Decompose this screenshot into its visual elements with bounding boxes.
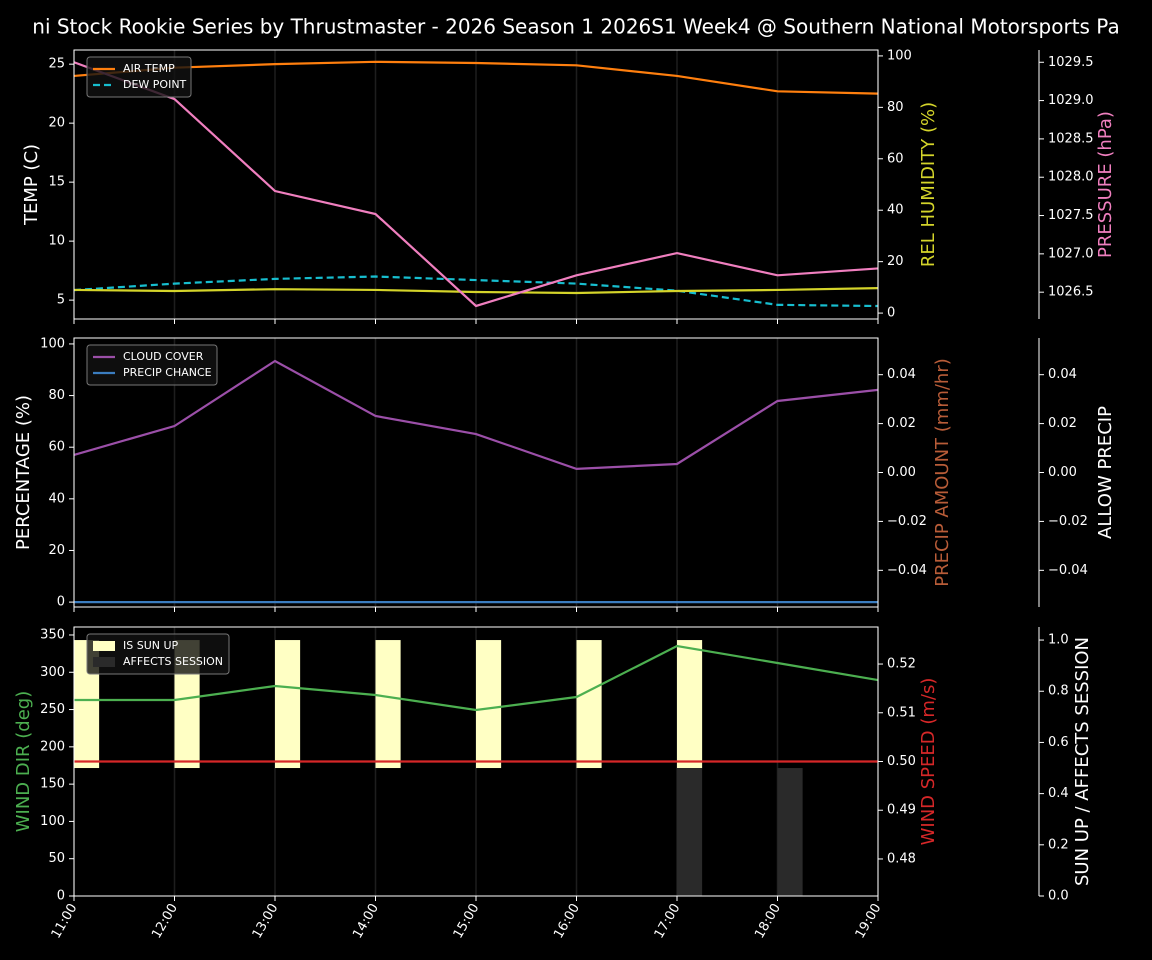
legend-label: CLOUD COVER (123, 350, 204, 363)
y-tick-label: 10 (48, 234, 65, 249)
y3-tick-label: 0.0 (1048, 889, 1069, 904)
series-line (73, 359, 879, 470)
y3-tick-label: 0.4 (1048, 786, 1069, 801)
y3-tick-label: 0.2 (1048, 837, 1069, 852)
y3-tick-label: 1028.5 (1048, 131, 1094, 146)
y-axis-label: PERCENTAGE (%) (13, 395, 34, 550)
y3-tick-label: −0.02 (1048, 514, 1088, 529)
y3-axis-label: PRESSURE (hPa) (1095, 111, 1116, 258)
y2-tick-label: −0.04 (887, 563, 927, 578)
y-tick-label: 200 (40, 739, 65, 754)
y2-tick-label: 0.52 (887, 657, 916, 672)
y3-tick-label: 1029.0 (1048, 93, 1094, 108)
y3-tick-label: 1029.5 (1048, 55, 1094, 70)
y3-tick-label: 0.04 (1048, 367, 1077, 382)
y3-tick-label: 0.8 (1048, 684, 1069, 699)
y-tick-label: 150 (40, 777, 65, 792)
legend: IS SUN UP AFFECTS SESSION (86, 633, 230, 675)
y-tick-label: 50 (48, 851, 65, 866)
y2-axis-label: PRECIP AMOUNT (mm/hr) (932, 358, 953, 587)
legend: AIR TEMP DEW POINT (86, 56, 192, 98)
legend-box (86, 344, 218, 386)
y2-tick-label: 100 (887, 48, 912, 63)
y-tick-label: 20 (48, 116, 65, 131)
y3-axis-label: ALLOW PRECIP (1095, 406, 1116, 539)
y-tick-label: 0 (57, 889, 65, 904)
y-tick-label: 350 (40, 627, 65, 642)
y3-tick-label: 0.00 (1048, 465, 1077, 480)
y2-axis-label: REL HUMIDITY (%) (918, 102, 939, 267)
y2-tick-label: 60 (887, 151, 904, 166)
bar (777, 768, 803, 896)
y2-tick-label: 0.02 (887, 416, 916, 431)
series-line (73, 61, 879, 308)
y2-tick-label: 80 (887, 100, 904, 115)
y3-tick-label: 1027.5 (1048, 208, 1094, 223)
series-line (73, 275, 879, 308)
y-tick-label: 0 (57, 595, 65, 610)
y2-tick-label: −0.02 (887, 514, 927, 529)
legend-label: IS SUN UP (123, 639, 179, 652)
y3-tick-label: 0.6 (1048, 735, 1069, 750)
y-tick-label: 250 (40, 702, 65, 717)
y-axis-label: TEMP (C) (21, 144, 42, 226)
series-line (74, 644, 879, 712)
y2-tick-label: 0.04 (887, 367, 916, 382)
series-line (73, 60, 879, 95)
y2-tick-label: 0 (887, 306, 895, 321)
legend-swatch (93, 657, 115, 667)
series-line (73, 287, 879, 295)
y2-tick-label: 0.00 (887, 465, 916, 480)
legend-label: PRECIP CHANCE (123, 366, 212, 379)
y3-tick-label: −0.04 (1048, 563, 1088, 578)
bar (275, 640, 301, 769)
y-tick-label: 20 (48, 543, 65, 558)
y-tick-label: 15 (48, 175, 65, 190)
y3-tick-label: 1026.5 (1048, 285, 1094, 300)
legend-label: AFFECTS SESSION (123, 655, 223, 668)
y2-tick-label: 0.51 (887, 705, 916, 720)
y2-tick-label: 40 (887, 203, 904, 218)
y3-tick-label: 1028.0 (1048, 170, 1094, 185)
bar (576, 640, 602, 769)
bar (677, 640, 703, 769)
chart-title: ni Stock Rookie Series by Thrustmaster -… (32, 15, 1119, 39)
bar (677, 768, 703, 896)
legend-label: AIR TEMP (123, 62, 175, 75)
legend-swatch (93, 641, 115, 651)
y2-tick-label: 0.50 (887, 754, 916, 769)
y-tick-label: 25 (48, 57, 65, 72)
bar (476, 640, 502, 769)
legend-box (86, 633, 230, 675)
y3-tick-label: 1.0 (1048, 633, 1069, 648)
legend: CLOUD COVER PRECIP CHANCE (86, 344, 218, 386)
legend-label: DEW POINT (123, 78, 187, 91)
y3-axis-label: SUN UP / AFFECTS SESSION (1072, 637, 1093, 886)
y-tick-label: 80 (48, 388, 65, 403)
y2-tick-label: 20 (887, 254, 904, 269)
y-tick-label: 100 (40, 814, 65, 829)
y2-axis-label: WIND SPEED (m/s) (918, 678, 939, 846)
y-tick-label: 300 (40, 665, 65, 680)
y3-tick-label: 1027.0 (1048, 246, 1094, 261)
y-tick-label: 5 (57, 293, 65, 308)
y3-tick-label: 0.02 (1048, 416, 1077, 431)
legend-box (86, 56, 192, 98)
y-axis-label: WIND DIR (deg) (13, 691, 34, 833)
y-tick-label: 40 (48, 491, 65, 506)
bar (375, 640, 401, 769)
y2-tick-label: 0.49 (887, 803, 916, 818)
y2-tick-label: 0.48 (887, 851, 916, 866)
y-tick-label: 100 (40, 336, 65, 351)
y-tick-label: 60 (48, 440, 65, 455)
